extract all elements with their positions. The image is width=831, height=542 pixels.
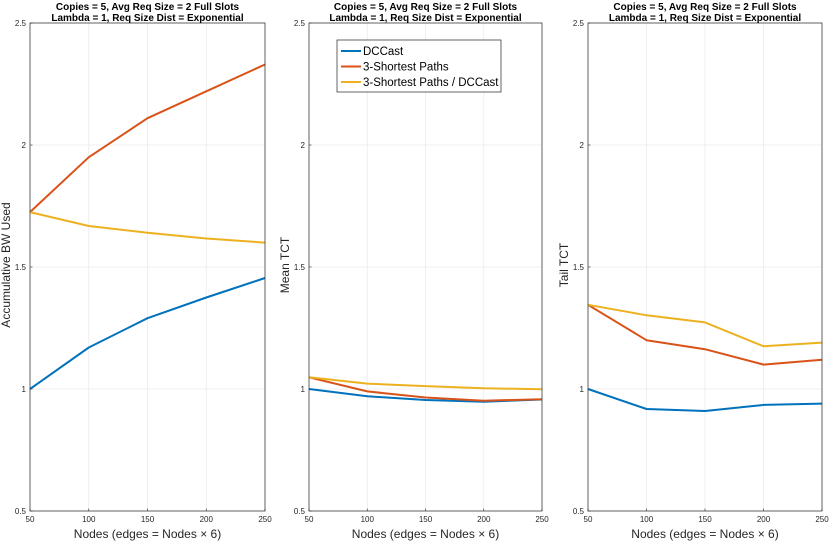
chart-title-line: Lambda = 1, Req Size Dist = Exponential [609, 13, 801, 24]
y-tick-label: 0.5 [573, 507, 585, 516]
legend-box [336, 39, 502, 93]
series-line-3-shortest-paths [308, 376, 543, 402]
chart-panel-3: 0.5 1 1.5 2 2.5 50 100 150 200 250 Copies = 5, Avg… [557, 2, 829, 541]
x-tick-label: 150 [141, 515, 155, 524]
series-line-dccast [29, 277, 266, 390]
y-tick-label: 2.5 [573, 19, 585, 28]
x-axis-label: Nodes (edges = Nodes × 6) [352, 527, 499, 541]
y-tick-label: 1 [580, 385, 585, 394]
x-tick-label: 150 [698, 515, 712, 524]
y-tick-label: 0.5 [294, 507, 306, 516]
chart-panel-2: 0.5 1 1.5 2 2.5 50 100 150 200 250 Copies = 5, Avg… [278, 2, 549, 541]
legend-label-3-shortest-paths-dccast: 3-Shortest Paths / DCCast [363, 77, 499, 89]
series-line-3-shortest-paths-dccast [308, 376, 543, 391]
y-tick-label: 2 [301, 141, 306, 150]
x-tick-label: 50 [584, 515, 593, 524]
chart-panel-1: 0.5 1 1.5 2 2.5 50 100 150 200 250 Copies = 5, Avg… [0, 2, 272, 541]
axes-box [587, 22, 823, 512]
chart-title-line: Copies = 5, Avg Req Size = 2 Full Slots [56, 2, 240, 13]
axes-box [308, 22, 543, 512]
x-tick-label: 200 [200, 515, 214, 524]
series-line-3-shortest-paths [587, 303, 823, 366]
series-line-3-shortest-paths [29, 63, 266, 213]
legend-label-dccast: DCCast [363, 46, 404, 58]
legend-label-3-shortest-paths: 3-Shortest Paths [363, 62, 449, 74]
y-tick-label: 0.5 [15, 507, 27, 516]
chart-title-line: Lambda = 1, Req Size Dist = Exponential [329, 13, 521, 24]
x-tick-label: 50 [26, 515, 35, 524]
x-tick-label: 200 [477, 515, 491, 524]
y-tick-label: 2.5 [15, 19, 27, 28]
y-tick-label: 2 [580, 141, 585, 150]
y-tick-label: 1.5 [294, 263, 306, 272]
x-tick-label: 100 [82, 515, 96, 524]
axes-box [29, 22, 266, 512]
y-tick-label: 1.5 [15, 263, 27, 272]
x-tick-label: 100 [361, 515, 375, 524]
chart-title-line: Copies = 5, Avg Req Size = 2 Full Slots [613, 2, 797, 13]
y-tick-label: 1 [301, 385, 306, 394]
legend: DCCast 3-Shortest Paths 3-Shortest Paths /… [336, 39, 502, 93]
chart-title-line: Lambda = 1, Req Size Dist = Exponential [51, 13, 243, 24]
series-line-3-shortest-paths-dccast [29, 211, 266, 244]
x-tick-label: 100 [640, 515, 654, 524]
series-line-dccast [587, 388, 823, 412]
y-tick-label: 2.5 [294, 19, 306, 28]
x-axis-label: Nodes (edges = Nodes × 6) [631, 527, 778, 541]
y-tick-label: 1.5 [573, 263, 585, 272]
y-axis-label: Accumulative BW Used [0, 202, 13, 327]
chart-title-line: Copies = 5, Avg Req Size = 2 Full Slots [334, 2, 518, 13]
y-tick-label: 1 [22, 385, 27, 394]
y-axis-label: Mean TCT [278, 236, 292, 293]
series-line-3-shortest-paths-dccast [587, 303, 823, 348]
y-axis-label: Tail TCT [557, 242, 571, 287]
x-axis-label: Nodes (edges = Nodes × 6) [74, 527, 221, 541]
y-tick-label: 2 [22, 141, 27, 150]
x-tick-label: 150 [419, 515, 433, 524]
x-tick-label: 250 [815, 515, 829, 524]
x-tick-label: 50 [305, 515, 314, 524]
x-tick-label: 200 [757, 515, 771, 524]
x-tick-label: 250 [535, 515, 549, 524]
x-tick-label: 250 [258, 515, 272, 524]
